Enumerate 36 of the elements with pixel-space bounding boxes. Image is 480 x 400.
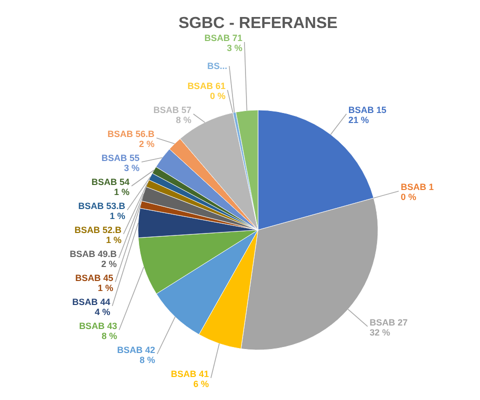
text: 0 % bbox=[210, 91, 226, 101]
slice-label: BSAB 71 bbox=[204, 33, 242, 43]
slice-label: BSAB 56.B bbox=[108, 129, 156, 139]
slice-label: BSAB 54 bbox=[92, 177, 130, 187]
data-label: 4 % bbox=[94, 307, 110, 317]
data-label: 8 % bbox=[176, 115, 192, 125]
slice-label: BSAB 15 bbox=[348, 104, 386, 115]
slice-label: BSAB 45 bbox=[75, 273, 114, 283]
data-label: 6 % bbox=[193, 379, 209, 389]
text: 0 % bbox=[400, 192, 416, 202]
slice-label: BSAB 42 bbox=[117, 345, 156, 355]
category-label: BSAB 61 bbox=[187, 81, 226, 91]
data-label: 3 % bbox=[124, 163, 140, 173]
data-label: 3 % bbox=[226, 43, 242, 53]
chart-title: SGBC - REFERANSE bbox=[178, 15, 338, 32]
slice-label: BSAB 41 bbox=[170, 369, 209, 379]
data-label: 1 % bbox=[106, 235, 122, 245]
data-label: 1 % bbox=[98, 283, 114, 293]
slice-label: BSAB 57 bbox=[153, 105, 192, 115]
slice-label: BSAB 53.B bbox=[78, 201, 126, 211]
slice-label: BSAB 27 bbox=[370, 317, 408, 328]
category-label: BSAB 1 bbox=[400, 182, 434, 192]
data-label: 2 % bbox=[139, 139, 155, 149]
data-label: 21 % bbox=[348, 114, 369, 125]
slice-label: BSAB 52.B bbox=[74, 225, 122, 235]
slice-label: BSAB 49.B bbox=[70, 249, 118, 259]
slice-label: BSAB 55 bbox=[102, 153, 140, 163]
slice-label: BS... bbox=[207, 61, 228, 71]
data-label: 8 % bbox=[140, 355, 156, 365]
slice-label: BSAB 44 bbox=[72, 297, 110, 307]
data-label: 8 % bbox=[102, 331, 118, 341]
data-label: 1 % bbox=[110, 211, 126, 221]
data-label: 1 % bbox=[114, 187, 130, 197]
data-label: 2 % bbox=[101, 259, 117, 269]
slice-label: BSAB 43 bbox=[79, 321, 118, 331]
data-label: 32 % bbox=[370, 327, 390, 338]
